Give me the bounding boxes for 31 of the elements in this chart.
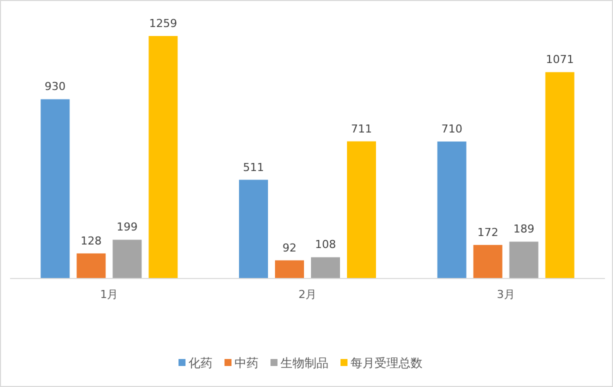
legend-label: 化药 — [188, 356, 212, 370]
data-label: 189 — [513, 222, 534, 236]
x-tick-label: 3月 — [496, 288, 515, 301]
data-label: 172 — [477, 226, 498, 239]
legend-label: 生物制品 — [280, 356, 328, 370]
data-label: 1259 — [149, 17, 178, 30]
data-label: 108 — [315, 238, 336, 252]
x-tick-label: 2月 — [298, 288, 316, 301]
data-label: 710 — [441, 122, 462, 136]
data-label: 930 — [44, 80, 66, 94]
data-label: 511 — [243, 160, 264, 174]
bar — [148, 36, 178, 278]
bar — [473, 244, 502, 278]
bar — [275, 260, 304, 278]
bar — [76, 253, 106, 278]
data-label: 128 — [80, 234, 102, 248]
data-label: 92 — [282, 241, 296, 254]
bar — [347, 141, 376, 278]
x-tick-label: 1月 — [100, 288, 118, 301]
data-label: 1071 — [546, 53, 574, 66]
data-label: 711 — [351, 122, 372, 136]
bar — [545, 72, 574, 278]
data-label: 199 — [116, 220, 138, 234]
bar — [509, 242, 538, 278]
bar — [239, 180, 268, 278]
bar — [311, 257, 340, 278]
legend-label: 每月受理总数 — [350, 356, 422, 370]
legend-label: 中药 — [234, 356, 258, 370]
bar — [112, 240, 142, 278]
bar — [437, 142, 466, 278]
bar — [40, 99, 70, 278]
